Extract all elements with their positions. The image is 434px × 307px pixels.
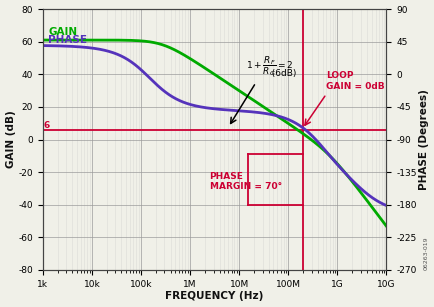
Text: 6: 6 (44, 121, 50, 130)
Text: PHASE: PHASE (48, 35, 87, 45)
Text: (6dB): (6dB) (265, 68, 296, 78)
Text: 06263-019: 06263-019 (423, 236, 427, 270)
Text: $1 + \dfrac{R_F}{R_G} = 2$: $1 + \dfrac{R_F}{R_G} = 2$ (246, 54, 293, 78)
X-axis label: FREQUENCY (Hz): FREQUENCY (Hz) (165, 291, 263, 301)
Text: GAIN: GAIN (48, 27, 77, 37)
Text: LOOP
GAIN = 0dB: LOOP GAIN = 0dB (326, 71, 384, 91)
Y-axis label: PHASE (Degrees): PHASE (Degrees) (418, 89, 428, 190)
Y-axis label: GAIN (dB): GAIN (dB) (6, 111, 16, 168)
Text: PHASE
MARGIN = 70°: PHASE MARGIN = 70° (209, 172, 281, 191)
